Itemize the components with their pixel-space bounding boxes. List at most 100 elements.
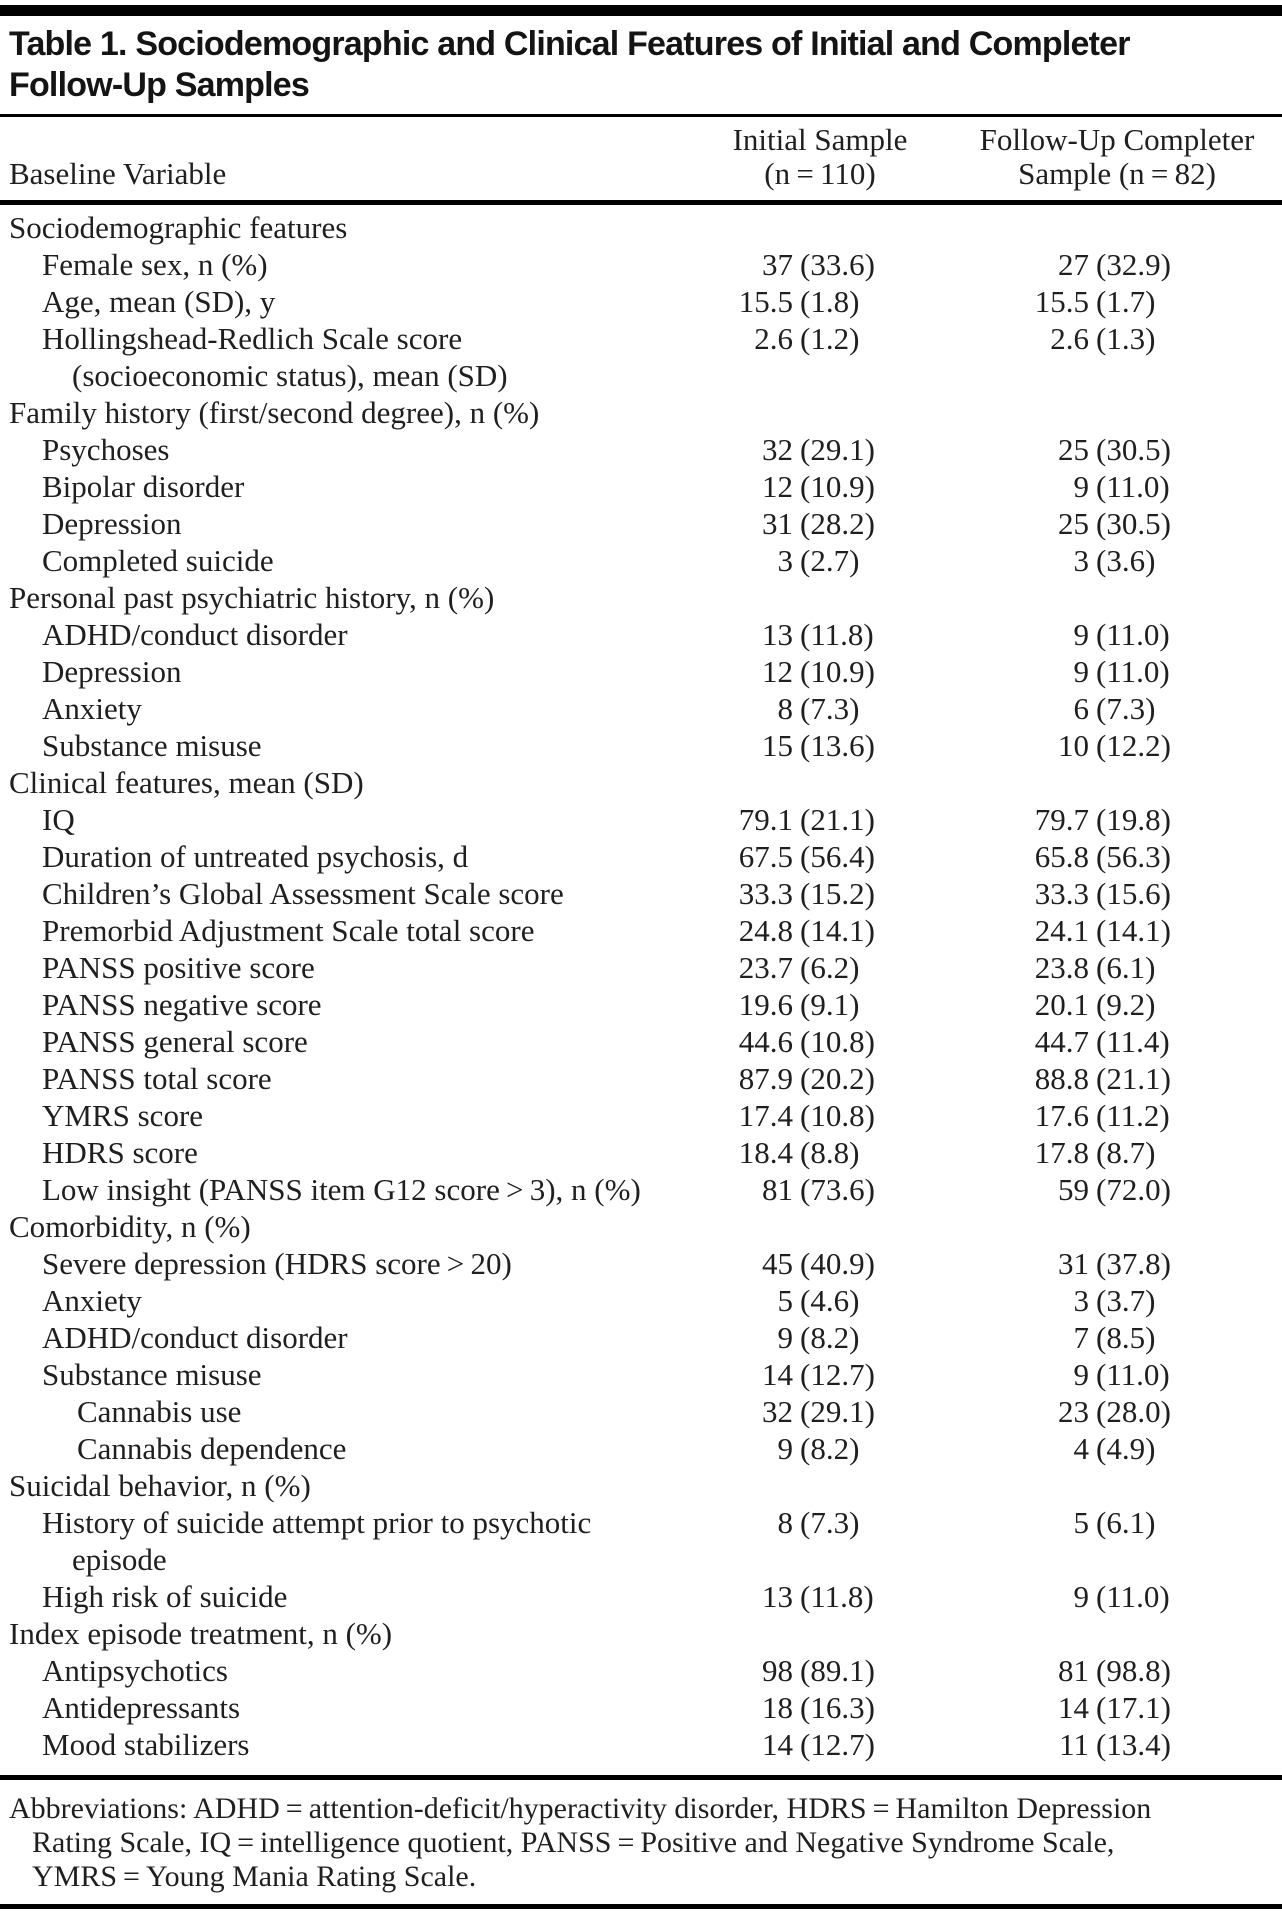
initial-sample-header-line1: Initial Sample (732, 122, 908, 157)
table-row: Personal past psychiatric history, n (%) (0, 579, 1266, 616)
followup-sample-header-line2: Sample (n = 82) (1018, 156, 1216, 191)
table-row: Duration of untreated psychosis, d 67.5 … (0, 838, 1266, 875)
followup-sample-value: 88.8 (21.1) (920, 1060, 1266, 1097)
table-row: Age, mean (SD), y 15.5 (1.8) 15.5 (1.7) (0, 283, 1266, 320)
row-label: Age, mean (SD), y (0, 283, 720, 320)
header-separator-rule (0, 200, 1282, 205)
row-label: Antipsychotics (0, 1652, 720, 1689)
initial-sample-value: 15.5 (1.8) (720, 283, 920, 320)
initial-sample-value: 87.9 (20.2) (720, 1060, 920, 1097)
followup-sample-number: 3 (1073, 1283, 1090, 1318)
initial-sample-percent: (40.9) (800, 1246, 875, 1281)
initial-sample-percent: (10.8) (800, 1098, 875, 1133)
followup-sample-percent: (15.6) (1096, 876, 1171, 911)
table-row: Premorbid Adjustment Scale total score 2… (0, 912, 1266, 949)
initial-sample-number: 18 (762, 1690, 793, 1725)
initial-sample-number: 8 (777, 1505, 794, 1540)
followup-sample-percent: (1.3) (1096, 321, 1156, 356)
followup-sample-percent: (11.0) (1096, 1357, 1170, 1392)
initial-sample-percent: (1.8) (800, 284, 860, 319)
initial-sample-value: 23.7 (6.2) (720, 949, 920, 986)
initial-sample-value: 12 (10.9) (720, 653, 920, 690)
followup-sample-percent: (19.8) (1096, 802, 1171, 837)
table-row: IQ 79.1 (21.1) 79.7 (19.8) (0, 801, 1266, 838)
table-body: Sociodemographic features Female sex, n … (0, 205, 1282, 1775)
initial-sample-number: 31 (762, 506, 793, 541)
initial-sample-percent: (12.7) (800, 1357, 875, 1392)
row-label: Family history (first/second degree), n … (0, 394, 720, 431)
row-label-text: High risk of suicide (42, 1579, 288, 1614)
row-label: Completed suicide (0, 542, 720, 579)
followup-sample-number: 2.6 (1050, 321, 1089, 356)
initial-sample-value: 8 (7.3) (720, 1504, 920, 1541)
initial-sample-number: 15 (762, 728, 793, 763)
table-row: Depression 31 (28.2) 25 (30.5) (0, 505, 1266, 542)
row-label-text: YMRS score (42, 1098, 204, 1133)
initial-sample-value: 9 (8.2) (720, 1319, 920, 1356)
followup-sample-percent: (72.0) (1096, 1172, 1171, 1207)
followup-sample-number: 24.1 (1034, 913, 1089, 948)
row-label-text: ADHD/conduct disorder (42, 617, 348, 652)
table-row: Clinical features, mean (SD) (0, 764, 1266, 801)
row-label-text: Comorbidity, n (%) (9, 1209, 251, 1244)
row-label-text: Antipsychotics (42, 1653, 228, 1688)
followup-sample-value: 25 (30.5) (920, 431, 1266, 468)
followup-sample-percent: (30.5) (1096, 432, 1171, 467)
row-label: Comorbidity, n (%) (0, 1208, 720, 1245)
table-row: Bipolar disorder 12 (10.9) 9 (11.0) (0, 468, 1266, 505)
initial-sample-number: 8 (777, 691, 794, 726)
row-label-text: Duration of untreated psychosis, d (42, 839, 469, 874)
table-title: Table 1. Sociodemographic and Clinical F… (0, 16, 1282, 114)
row-label-text: Severe depression (HDRS score > 20) (42, 1246, 512, 1281)
initial-sample-value: 14 (12.7) (720, 1356, 920, 1393)
initial-sample-number: 37 (762, 247, 793, 282)
column-header-row: Baseline Variable Initial Sample (n = 11… (0, 117, 1282, 200)
row-label: Hollingshead-Redlich Scale score (socioe… (0, 320, 720, 394)
row-label-text: Personal past psychiatric history, n (%) (9, 580, 495, 615)
table-row: Mood stabilizers 14 (12.7) 11 (13.4) (0, 1726, 1266, 1763)
row-label-text: Low insight (PANSS item G12 score > 3), … (42, 1172, 641, 1207)
initial-sample-percent: (16.3) (800, 1690, 875, 1725)
initial-sample-number: 79.1 (738, 802, 793, 837)
table-row: Index episode treatment, n (%) (0, 1615, 1266, 1652)
followup-sample-number: 59 (1058, 1172, 1089, 1207)
table-row: Sociodemographic features (0, 209, 1266, 246)
row-label-text: Family history (first/second degree), n … (9, 395, 540, 430)
table-row: Low insight (PANSS item G12 score > 3), … (0, 1171, 1266, 1208)
abbreviations-footnote: Abbreviations: ADHD = attention-deficit/… (0, 1780, 1282, 1904)
followup-sample-percent: (3.7) (1096, 1283, 1156, 1318)
row-label-text: Hollingshead-Redlich Scale score (42, 321, 463, 356)
row-label: PANSS negative score (0, 986, 720, 1023)
followup-sample-percent: (7.3) (1096, 691, 1156, 726)
row-label: Premorbid Adjustment Scale total score (0, 912, 720, 949)
row-label-text: PANSS positive score (42, 950, 315, 985)
row-label: ADHD/conduct disorder (0, 616, 720, 653)
followup-sample-percent: (28.0) (1096, 1394, 1171, 1429)
initial-sample-value: 33.3 (15.2) (720, 875, 920, 912)
followup-sample-number: 3 (1073, 543, 1090, 578)
row-label-text: PANSS negative score (42, 987, 322, 1022)
followup-sample-number: 11 (1059, 1727, 1089, 1762)
followup-sample-number: 9 (1073, 1357, 1090, 1392)
initial-sample-percent: (12.7) (800, 1727, 875, 1762)
followup-sample-value: 23 (28.0) (920, 1393, 1266, 1430)
initial-sample-number: 81 (762, 1172, 793, 1207)
followup-sample-value: 14 (17.1) (920, 1689, 1266, 1726)
followup-sample-percent: (30.5) (1096, 506, 1171, 541)
initial-sample-percent: (21.1) (800, 802, 875, 837)
initial-sample-percent: (1.2) (800, 321, 860, 356)
followup-sample-percent: (11.4) (1096, 1024, 1170, 1059)
followup-sample-number: 27 (1058, 247, 1089, 282)
initial-sample-value: 3 (2.7) (720, 542, 920, 579)
row-label-text: Clinical features, mean (SD) (9, 765, 364, 800)
row-label-wrap-text: episode (72, 1542, 167, 1577)
table-row: Cannabis use 32 (29.1) 23 (28.0) (0, 1393, 1266, 1430)
initial-sample-percent: (10.8) (800, 1024, 875, 1059)
row-label-text: Sociodemographic features (9, 210, 348, 245)
initial-sample-number: 98 (762, 1653, 793, 1688)
followup-sample-value: 44.7 (11.4) (920, 1023, 1266, 1060)
initial-sample-value: 18 (16.3) (720, 1689, 920, 1726)
followup-sample-number: 81 (1058, 1653, 1089, 1688)
table-row: PANSS negative score 19.6 (9.1) 20.1 (9.… (0, 986, 1266, 1023)
